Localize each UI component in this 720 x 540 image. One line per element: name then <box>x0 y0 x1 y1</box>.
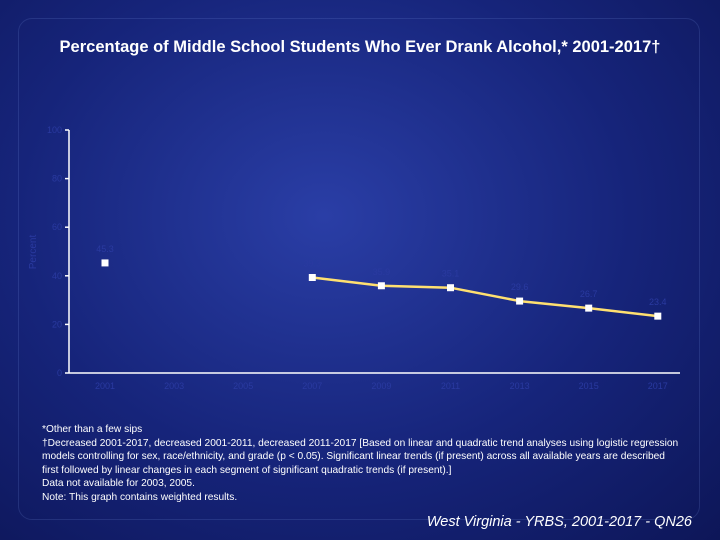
data-series: 45.3 39.3 35.9 35.1 29.6 26.7 23.4 <box>96 244 667 320</box>
data-point <box>516 297 524 305</box>
y-tick-label: 0 <box>57 368 62 378</box>
y-tick-label: 40 <box>52 271 62 281</box>
source-caption: West Virginia - YRBS, 2001-2017 - QN26 <box>426 514 692 530</box>
series-line-segment <box>450 286 520 303</box>
x-tick-label: 2005 <box>233 381 253 391</box>
chart-title: Percentage of Middle School Students Who… <box>59 38 661 56</box>
x-tick-label: 2017 <box>648 381 668 391</box>
footnote-1: *Other than a few sips <box>42 424 143 435</box>
data-point <box>447 284 454 292</box>
series-line-segment <box>519 299 589 310</box>
data-label: 23.4 <box>649 297 667 307</box>
data-point <box>654 312 662 320</box>
series-line-segment <box>381 284 451 289</box>
footnote-4: Note: This graph contains weighted resul… <box>42 491 238 503</box>
footnote-3: Data not available for 2003, 2005. <box>42 478 195 490</box>
y-ticks: 0 20 40 60 80 100 <box>47 125 69 378</box>
x-tick-label: 2011 <box>441 381 460 391</box>
x-tick-label: 2009 <box>371 381 391 391</box>
data-point <box>377 282 385 290</box>
x-tick-label: 2003 <box>164 381 184 391</box>
y-tick-label: 60 <box>52 222 62 232</box>
data-label: 29.6 <box>511 282 529 292</box>
x-tick-label: 2015 <box>579 381 599 391</box>
data-label: 45.3 <box>96 244 114 254</box>
y-tick-label: 80 <box>52 174 62 184</box>
y-tick-label: 100 <box>47 125 62 135</box>
data-label: 35.9 <box>373 267 391 277</box>
x-tick-label: 2001 <box>95 381 115 391</box>
footnotes: *Other than a few sips †Decreased 2001-2… <box>42 423 682 505</box>
series-line-segment <box>312 276 382 288</box>
x-ticks: 2001 2003 2005 2007 2009 2011 2013 2015 2017 <box>95 381 668 391</box>
data-point <box>101 259 109 267</box>
data-label: 39.3 <box>304 259 322 269</box>
x-tick-label: 2007 <box>302 381 322 391</box>
data-point <box>308 274 316 282</box>
series-line-segment <box>588 306 658 318</box>
y-axis-label: Percent <box>28 235 39 270</box>
data-label: 35.1 <box>442 269 460 279</box>
footnote-2: †Decreased 2001-2017, decreased 2001-201… <box>42 437 679 476</box>
y-tick-label: 20 <box>52 319 62 329</box>
x-tick-label: 2013 <box>510 381 530 391</box>
data-point <box>585 304 593 312</box>
data-label: 26.7 <box>580 289 598 299</box>
axes <box>68 130 680 374</box>
